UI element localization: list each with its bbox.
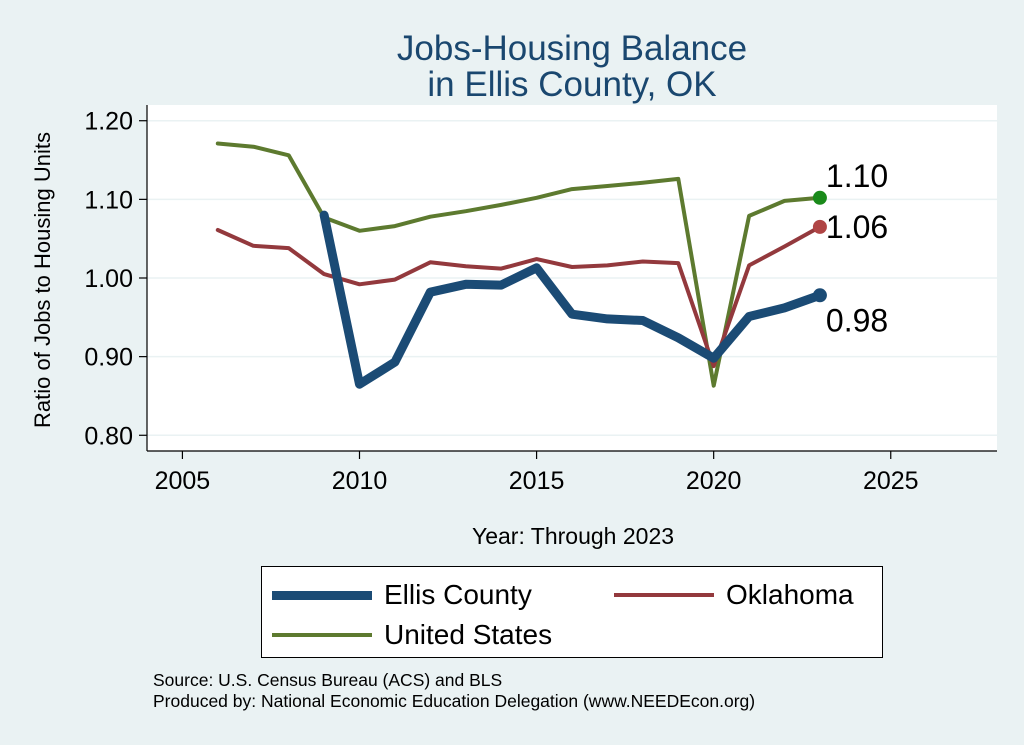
legend-item-united-states: United States	[272, 619, 552, 651]
legend-label-ellis-county: Ellis County	[384, 579, 532, 610]
legend-item-oklahoma: Oklahoma	[614, 579, 854, 611]
source-note: Source: U.S. Census Bureau (ACS) and BLS	[153, 670, 503, 690]
x-tick-label-2010: 2010	[332, 467, 388, 495]
y-tick-label-1.00: 1.00	[84, 265, 133, 293]
produced-by-note: Produced by: National Economic Education…	[153, 691, 756, 711]
end-label-united-states: 1.10	[826, 158, 888, 194]
legend: Ellis County Oklahoma United States	[261, 566, 883, 658]
legend-swatch-united-states	[272, 633, 372, 637]
legend-label-united-states: United States	[384, 619, 553, 650]
chart-subtitle: in Ellis County, OK	[427, 65, 717, 104]
chart-title: Jobs-Housing Balance	[396, 29, 748, 68]
legend-swatch-ellis-county	[272, 590, 372, 600]
end-marker-united-states	[812, 190, 827, 205]
series-line-ellis-county	[319, 210, 825, 389]
legend-label-oklahoma: Oklahoma	[726, 579, 854, 610]
y-tick-label-1.20: 1.20	[84, 108, 133, 136]
y-tick-label-1.10: 1.10	[84, 186, 133, 214]
legend-item-ellis-county: Ellis County	[272, 579, 532, 611]
legend-swatch-oklahoma	[614, 593, 714, 597]
x-axis-label: Year: Through 2023	[471, 523, 675, 549]
x-tick-label-2020: 2020	[686, 467, 742, 495]
end-marker-oklahoma	[812, 219, 827, 234]
chart-notes: Source: U.S. Census Bureau (ACS) and BLS…	[153, 670, 755, 712]
end-label-oklahoma: 1.06	[826, 209, 888, 245]
y-axis-label: Ratio of Jobs to Housing Units	[30, 132, 55, 428]
y-tick-label-0.80: 0.80	[84, 422, 133, 450]
end-label-ellis-county: 0.98	[826, 302, 888, 338]
end-marker-ellis-county	[812, 288, 827, 303]
x-tick-label-2005: 2005	[155, 467, 211, 495]
x-tick-label-2025: 2025	[863, 467, 919, 495]
y-tick-label-0.90: 0.90	[84, 344, 133, 372]
x-tick-label-2015: 2015	[509, 467, 565, 495]
